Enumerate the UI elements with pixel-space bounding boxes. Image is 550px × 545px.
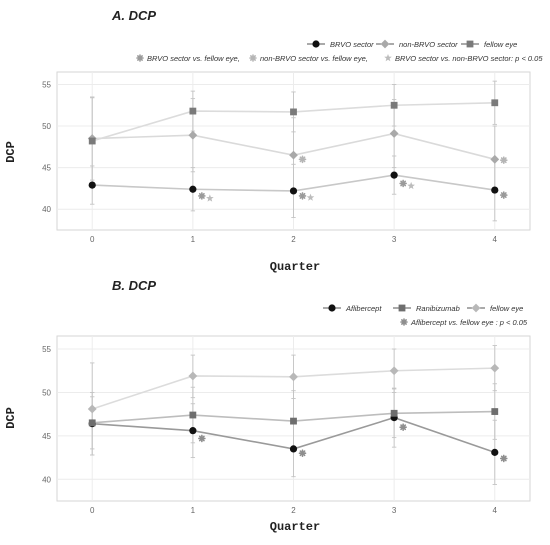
b-x-tick-label: 2 [291,506,296,515]
a-brvo-sector-point [289,187,298,195]
a-y-tick-label: 40 [42,205,51,214]
panel-a-y-ticks: 40 45 50 55 [42,80,51,214]
b-y-tick-label: 55 [42,345,51,354]
panel-b-y-ticks: 40 45 50 55 [42,345,51,484]
panel-b: B. DCP 40 45 50 55 0 1 2 3 4 Aflibercept Ranibiz… [4,278,531,534]
a-significance-asterisk-mark [399,179,407,188]
a-x-tick-label: 2 [291,235,296,244]
panel-b-significance-marks [198,423,508,463]
b-fellow-eye-point [490,363,500,373]
b-ranibizumab-point [88,419,96,427]
a-x-tick-label: 0 [90,235,95,244]
a-legend-sig-star-marker [384,54,392,62]
a-fellow-eye-point [189,107,197,115]
b-y-tick-label: 50 [42,388,51,397]
b-fellow-eye-point [289,372,298,382]
b-significance-asterisk-mark [499,454,508,463]
a-fellow-eye-point [88,137,96,145]
b-x-tick-label: 1 [191,506,196,515]
a-fellow-eye-point [290,108,297,116]
panel-a-x-axis-title: Quarter [270,260,320,274]
panel-b-legend: Aflibercept Ranibizumab fellow eye Afliberc… [323,303,528,327]
b-significance-asterisk-mark [298,449,307,458]
a-fellow-eye-point [390,101,398,109]
b-x-tick-label: 4 [493,506,498,515]
panel-b-series [87,345,500,485]
panel-a-significance-marks [198,155,508,202]
b-fellow-eye-point [188,371,198,381]
b-x-tick-label: 0 [90,506,95,515]
b-ranibizumab-point [491,408,499,415]
a-legend-sig-asterisk-marker [136,54,144,62]
a-non-brvo-sector-point [490,154,500,164]
b-x-tick-label: 3 [392,506,397,515]
panel-b-x-axis-title: Quarter [270,520,320,534]
a-legend-sig-label: BRVO sector vs. non-BRVO sector: p < 0.0… [395,54,543,63]
a-brvo-sector-point [390,171,398,179]
b-legend-aflibercept-marker [328,304,336,312]
a-non-brvo-sector-point [188,130,198,140]
a-significance-asterisk-mark [499,191,508,199]
a-x-tick-label: 1 [191,235,196,244]
a-significance-asterisk-mark [198,192,206,200]
b-ranibizumab-point [390,409,398,417]
b-legend-aflibercept-label: Aflibercept [345,304,382,313]
a-brvo-sector-point [189,185,197,193]
a-significance-star-mark [206,194,214,202]
b-fellow-eye-point [87,404,97,414]
a-significance-star-mark [306,193,315,201]
a-significance-asterisk-mark [298,192,307,200]
b-aflibercept-point [189,427,197,435]
b-aflibercept-point [491,448,499,456]
b-legend-sig-asterisk-marker [400,318,408,326]
b-ranibizumab-point [189,411,197,419]
panel-a-title: A. DCP [111,8,156,23]
b-significance-asterisk-mark [399,423,407,431]
a-y-tick-label: 55 [42,80,51,89]
a-non-brvo-sector-point [389,129,399,138]
panel-a-y-axis-title: DCP [4,141,18,163]
panel-b-y-axis-title: DCP [4,407,18,429]
a-significance-star-mark [407,181,415,190]
panel-a-legend: BRVO sector non-BRVO sector fellow eye BRVO… [136,39,543,63]
a-legend-sig-label: BRVO sector vs. fellow eye, [147,54,240,63]
b-legend-fellow-eye-label: fellow eye [490,304,523,313]
b-significance-asterisk-mark [198,434,206,443]
panel-a: A. DCP 40 45 50 55 0 1 2 3 4 BRVO sector non-BRV… [4,8,543,274]
b-aflibercept-point [289,445,298,453]
a-legend-non-brvo-sector-marker [380,39,390,49]
a-y-tick-label: 50 [42,122,51,131]
a-significance-asterisk-mark [298,155,307,164]
a-brvo-sector-point [491,186,499,194]
a-legend-fellow-eye-marker [466,40,474,48]
a-legend-sig-label: non-BRVO sector vs. fellow eye, [260,54,368,63]
panel-b-x-ticks: 0 1 2 3 4 [90,506,498,515]
b-y-tick-label: 45 [42,432,51,441]
a-x-tick-label: 4 [493,235,498,244]
b-fellow-eye-point [389,366,399,376]
a-legend-brvo-sector-label: BRVO sector [330,40,374,49]
b-legend-fellow-eye-marker [471,303,481,313]
panel-b-title: B. DCP [112,278,156,293]
a-legend-fellow-eye-label: fellow eye [484,40,517,49]
a-fellow-eye-point [491,99,499,107]
b-ranibizumab-point [290,417,297,425]
a-brvo-sector-point [88,181,96,189]
b-legend-ranibizumab-label: Ranibizumab [416,304,460,313]
panel-a-series [87,80,500,222]
a-x-tick-label: 3 [392,235,397,244]
b-legend-ranibizumab-marker [398,304,406,312]
panel-a-x-ticks: 0 1 2 3 4 [90,235,498,244]
b-legend-sig-label: Aflibercept vs. fellow eye : p < 0.05 [410,318,528,327]
a-legend-sig-asterisk-marker [249,54,257,62]
a-legend-brvo-sector-marker [312,40,320,48]
a-y-tick-label: 45 [42,164,51,173]
b-y-tick-label: 40 [42,475,51,484]
a-non-brvo-sector-point [289,150,298,160]
a-significance-asterisk-mark [499,156,508,164]
a-legend-non-brvo-sector-label: non-BRVO sector [399,40,458,49]
